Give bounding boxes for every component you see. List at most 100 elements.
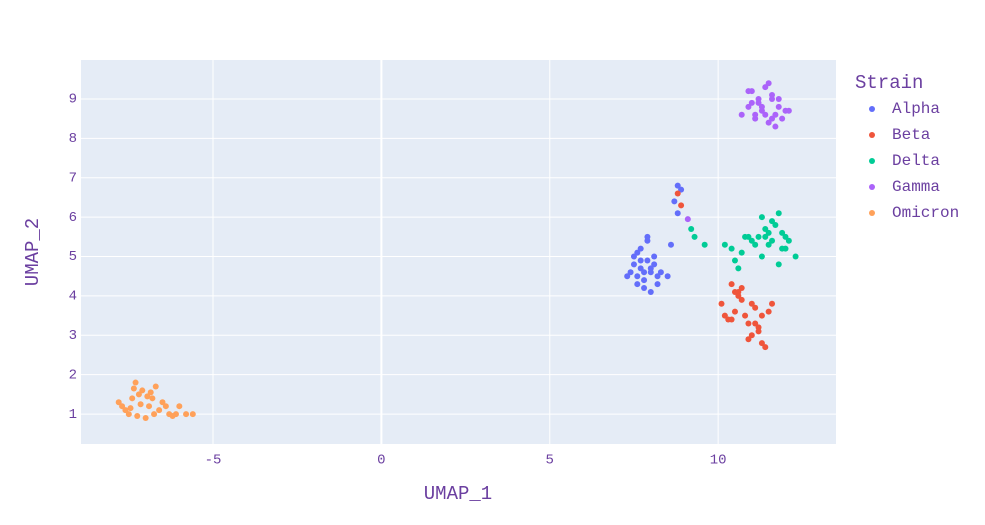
point xyxy=(641,285,648,292)
point xyxy=(752,111,759,118)
point xyxy=(758,253,765,260)
point xyxy=(627,269,634,276)
y-tick-label: 5 xyxy=(69,249,77,265)
point xyxy=(769,300,776,307)
point xyxy=(765,229,772,236)
x-tick-label: -5 xyxy=(205,453,222,469)
point xyxy=(765,241,772,248)
point xyxy=(674,190,681,197)
y-tick-label: 4 xyxy=(69,289,77,305)
points xyxy=(115,80,799,422)
point xyxy=(762,225,769,232)
point xyxy=(115,399,122,406)
legend-item[interactable]: Gamma xyxy=(869,178,940,196)
point xyxy=(169,413,176,420)
y-tick-label: 3 xyxy=(69,328,77,344)
point xyxy=(735,265,742,272)
point xyxy=(637,245,644,252)
x-tick-label: 5 xyxy=(546,453,554,469)
legend-item[interactable]: Delta xyxy=(869,152,940,170)
point xyxy=(139,387,146,394)
legend-item[interactable]: Beta xyxy=(869,126,931,144)
point xyxy=(630,261,637,268)
point xyxy=(129,395,136,402)
point xyxy=(748,300,755,307)
legend-label: Omicron xyxy=(892,204,959,222)
point xyxy=(742,312,749,319)
point xyxy=(765,80,772,87)
point xyxy=(765,308,772,315)
point xyxy=(647,288,654,295)
point xyxy=(144,393,151,400)
point xyxy=(748,237,755,244)
point xyxy=(151,411,158,418)
point xyxy=(762,344,769,351)
point xyxy=(654,273,661,280)
legend-marker xyxy=(869,184,875,190)
plot-area xyxy=(81,60,836,444)
point xyxy=(152,383,159,390)
point xyxy=(654,281,661,288)
legend-item[interactable]: Omicron xyxy=(869,204,959,222)
point xyxy=(678,202,685,209)
point xyxy=(651,253,658,260)
point xyxy=(775,95,782,102)
point xyxy=(691,233,698,240)
legend-label: Beta xyxy=(892,126,931,144)
point xyxy=(130,385,137,392)
point xyxy=(189,411,196,418)
point xyxy=(775,103,782,110)
legend-label: Delta xyxy=(892,152,940,170)
point xyxy=(135,391,142,398)
point xyxy=(762,84,769,91)
point xyxy=(755,328,762,335)
legend: Alpha Beta Delta Gamma Omicron xyxy=(869,100,959,222)
point xyxy=(782,233,789,240)
point xyxy=(137,401,144,408)
point xyxy=(630,253,637,260)
point xyxy=(785,237,792,244)
point xyxy=(765,119,772,126)
point xyxy=(678,186,685,193)
point xyxy=(758,103,765,110)
y-tick-label: 2 xyxy=(69,367,77,383)
legend-marker xyxy=(869,158,875,164)
point xyxy=(637,265,644,272)
x-axis-title: UMAP_1 xyxy=(424,483,492,505)
point xyxy=(738,111,745,118)
point xyxy=(147,389,154,396)
point xyxy=(146,403,153,410)
point xyxy=(731,308,738,315)
x-tick-label: 10 xyxy=(710,453,727,469)
point xyxy=(745,320,752,327)
point xyxy=(775,261,782,268)
y-tick-label: 9 xyxy=(69,92,77,108)
point xyxy=(644,233,651,240)
point xyxy=(176,403,183,410)
point xyxy=(779,115,786,122)
point xyxy=(772,111,779,118)
point xyxy=(758,214,765,221)
x-tick-label: 0 xyxy=(377,453,385,469)
point xyxy=(755,233,762,240)
legend-item[interactable]: Alpha xyxy=(869,100,940,118)
point xyxy=(731,257,738,264)
point xyxy=(647,265,654,272)
point xyxy=(125,411,132,418)
point xyxy=(664,273,671,280)
point xyxy=(728,281,735,288)
point xyxy=(674,210,681,217)
legend-marker xyxy=(869,210,875,216)
y-axis-title: UMAP_2 xyxy=(22,218,44,286)
point xyxy=(769,95,776,102)
y-tick-label: 1 xyxy=(69,407,77,423)
grid xyxy=(81,60,836,444)
point xyxy=(674,182,681,189)
y-tick-label: 8 xyxy=(69,131,77,147)
point xyxy=(748,99,755,106)
point xyxy=(782,245,789,252)
point xyxy=(738,285,745,292)
point xyxy=(769,115,776,122)
point xyxy=(745,336,752,343)
